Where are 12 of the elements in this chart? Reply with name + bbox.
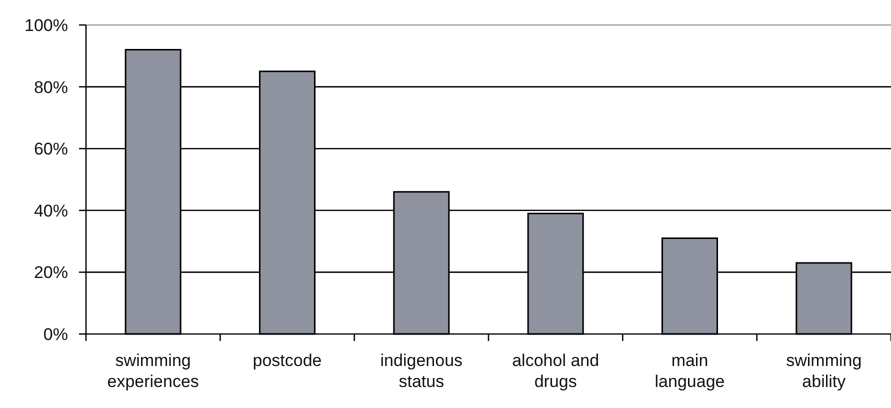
y-tick-label: 20% (34, 263, 68, 282)
x-tick-label: swimming ability (786, 351, 862, 391)
y-tick-label: 0% (43, 324, 68, 344)
y-tick-label: 80% (34, 78, 68, 97)
x-tick-label: alcohol and drugs (512, 351, 600, 391)
x-tick-label: main language (654, 351, 725, 391)
x-tick-label: postcode (252, 351, 322, 370)
x-tick-label: indigenous status (380, 351, 463, 391)
y-tick-label: 40% (34, 201, 68, 220)
y-tick-label: 60% (34, 140, 68, 159)
x-tick-label: swimming experiences (107, 351, 199, 391)
y-tick-label: 100% (24, 16, 68, 35)
